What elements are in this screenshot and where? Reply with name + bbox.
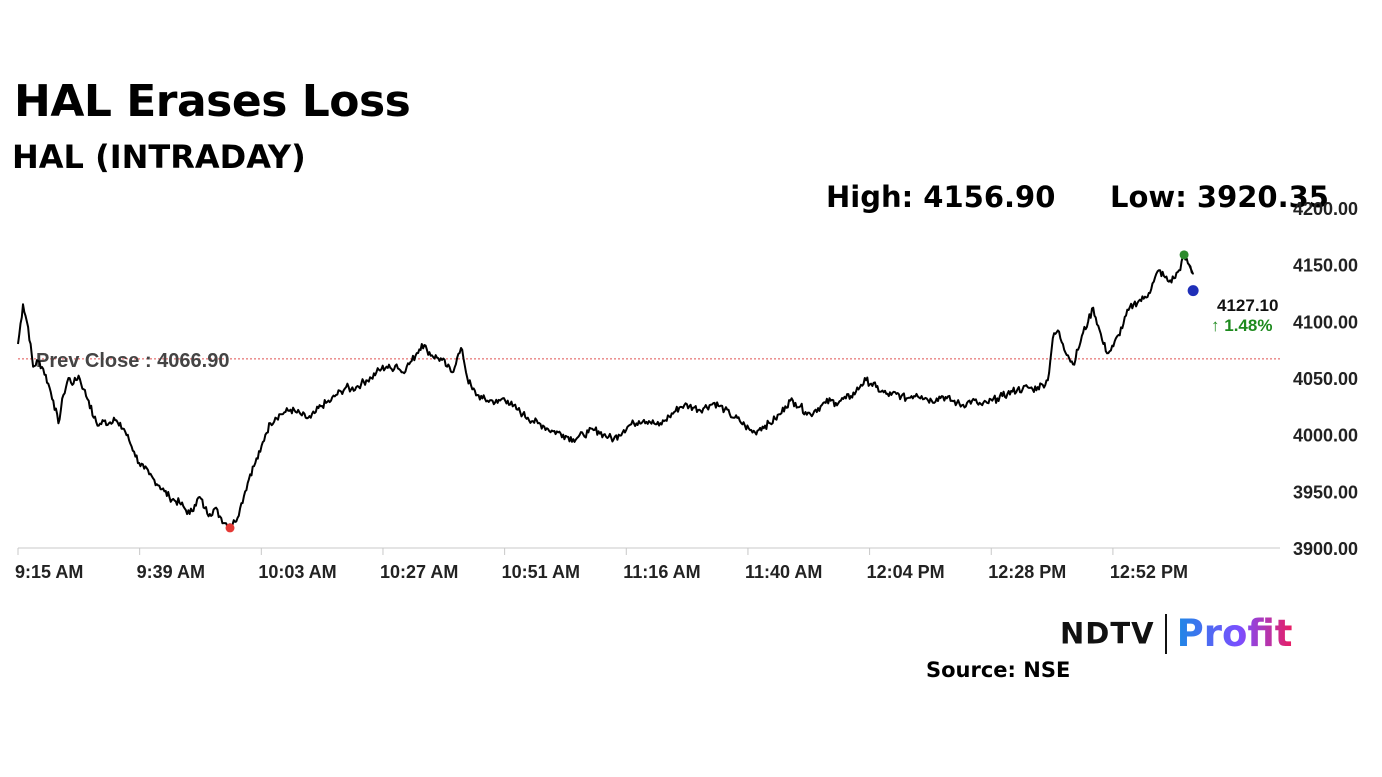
change-value: 1.48% bbox=[1224, 316, 1272, 335]
x-tick-label: 10:51 AM bbox=[502, 562, 580, 582]
y-tick-label: 3900.00 bbox=[1293, 539, 1358, 559]
high-label: High: 4156.90 bbox=[826, 180, 1056, 214]
high-marker bbox=[1179, 250, 1189, 260]
change-label: ↑ 1.48% bbox=[1211, 316, 1272, 335]
y-tick-label: 4100.00 bbox=[1293, 312, 1358, 332]
y-tick-label: 4150.00 bbox=[1293, 256, 1358, 276]
x-tick-label: 12:04 PM bbox=[867, 562, 945, 582]
x-tick-label: 11:16 AM bbox=[623, 562, 700, 582]
y-tick-label: 4200.00 bbox=[1293, 199, 1358, 219]
source-label: Source: NSE bbox=[926, 658, 1071, 682]
logo-separator bbox=[1164, 613, 1167, 654]
y-tick-label: 3950.00 bbox=[1293, 482, 1358, 502]
x-tick-label: 12:28 PM bbox=[988, 562, 1066, 582]
x-tick-label: 9:39 AM bbox=[137, 562, 205, 582]
chart-title: HAL Erases Loss bbox=[14, 76, 411, 127]
prev-close-label: Prev Close : 4066.90 bbox=[36, 350, 229, 372]
x-tick-label: 11:40 AM bbox=[745, 562, 822, 582]
x-axis: 9:15 AM 9:39 AM 10:03 AM 10:27 AM 10:51 AM 11… bbox=[15, 547, 1280, 582]
up-arrow-icon: ↑ bbox=[1211, 316, 1224, 335]
last-price-marker bbox=[1187, 285, 1199, 297]
logo-ndtv: NDTV bbox=[1060, 616, 1155, 651]
x-tick-label: 10:03 AM bbox=[258, 562, 336, 582]
low-marker bbox=[225, 523, 235, 533]
last-price-label: 4127.10 bbox=[1217, 296, 1278, 315]
x-tick-label: 9:15 AM bbox=[15, 562, 83, 582]
chart-subtitle: HAL (INTRADAY) bbox=[12, 138, 306, 176]
price-line bbox=[17, 255, 1194, 529]
low-label: Low: 3920.35 bbox=[1110, 180, 1329, 214]
x-tick-label: 10:27 AM bbox=[380, 562, 458, 582]
x-tick-label: 12:52 PM bbox=[1110, 562, 1188, 582]
y-tick-label: 4050.00 bbox=[1293, 369, 1358, 389]
y-axis: 3900.00 3950.00 4000.00 4050.00 4100.00 4150.… bbox=[1293, 199, 1358, 559]
y-tick-label: 4000.00 bbox=[1293, 426, 1358, 446]
ndtv-profit-logo: NDTV Profit bbox=[1060, 612, 1292, 656]
logo-profit: Profit bbox=[1176, 612, 1293, 655]
